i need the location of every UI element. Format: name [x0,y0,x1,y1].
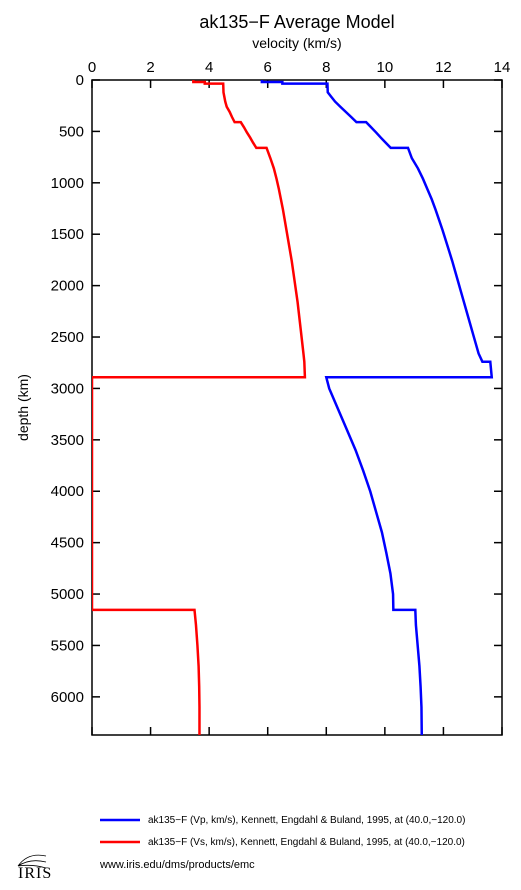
ytick-label: 6000 [51,689,84,706]
ytick-label: 2500 [51,329,84,346]
chart-container: ak135−F Average Model velocity (km/s) 0 2 4 6… [0,0,521,890]
ytick-label: 500 [59,123,84,140]
xtick-label: 2 [146,59,154,76]
y-axis-label: depth (km) [15,374,31,441]
series-vp [262,80,492,735]
ytick-label: 2000 [51,278,84,295]
chart-subtitle: velocity (km/s) [252,35,341,51]
xtick-label: 0 [88,59,96,76]
footer-url: www.iris.edu/dms/products/emc [99,859,255,871]
xtick-label: 6 [264,59,272,76]
iris-logo: IRIS [18,855,52,882]
ytick-label: 1500 [51,226,84,243]
ytick-label: 4000 [51,483,84,500]
ytick-label: 5000 [51,586,84,603]
ytick-label: 3000 [51,380,84,397]
series-vs [92,80,305,735]
ytick-label: 5500 [51,637,84,654]
chart-title: ak135−F Average Model [199,12,394,32]
chart-svg: ak135−F Average Model velocity (km/s) 0 2 4 6… [0,0,521,890]
svg-text:IRIS: IRIS [18,865,52,882]
legend-label-vp: ak135−F (Vp, km/s), Kennett, Engdahl & B… [148,815,465,826]
xtick-label: 10 [377,59,394,76]
plot-border [92,80,502,735]
ytick-label: 0 [76,72,84,89]
xtick-label: 4 [205,59,213,76]
xtick-label: 12 [435,59,452,76]
legend-label-vs: ak135−F (Vs, km/s), Kennett, Engdahl & B… [148,837,465,848]
xtick-label: 8 [322,59,330,76]
ytick-label: 4500 [51,535,84,552]
xtick-label: 14 [494,59,511,76]
ytick-label: 3500 [51,432,84,449]
ytick-label: 1000 [51,175,84,192]
